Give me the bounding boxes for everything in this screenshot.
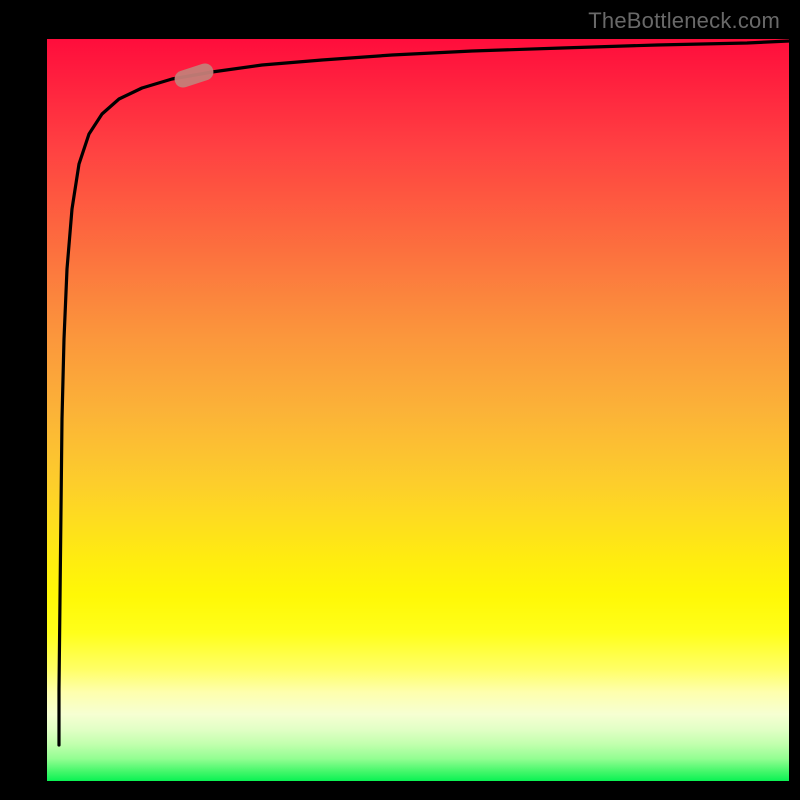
gradient-plot-area (47, 39, 789, 781)
attribution-link[interactable]: TheBottleneck.com (588, 8, 780, 34)
